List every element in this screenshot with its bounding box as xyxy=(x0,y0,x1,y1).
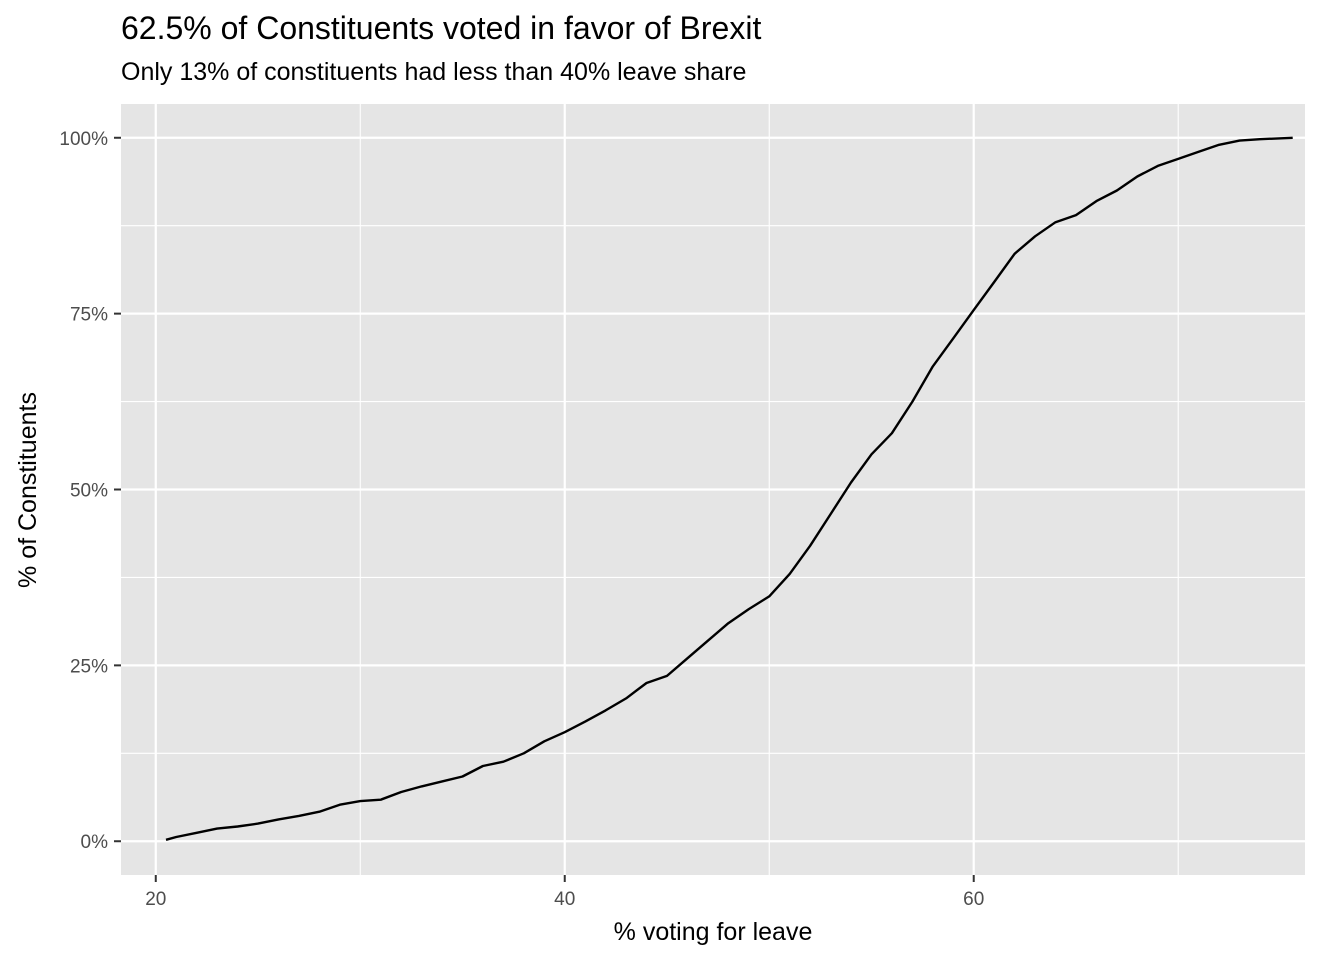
y-axis: 0% 25% 50% 75% 100% xyxy=(59,129,121,853)
ecdf-line xyxy=(165,136,1293,841)
x-tick-label: 40 xyxy=(554,889,575,910)
y-tick-label: 100% xyxy=(59,129,108,150)
x-tick-label: 20 xyxy=(145,889,166,910)
y-tick-label: 25% xyxy=(70,656,108,677)
x-axis-title: % voting for leave xyxy=(614,918,813,946)
y-tick-label: 0% xyxy=(81,832,109,853)
y-axis-title: % of Constituents xyxy=(14,392,42,588)
y-tick-label: 50% xyxy=(70,481,108,502)
major-gridlines xyxy=(121,104,1305,875)
minor-gridlines xyxy=(121,104,1305,875)
x-tick-label: 60 xyxy=(963,889,984,910)
chart-title: 62.5% of Constituents voted in favor of … xyxy=(121,10,762,46)
chart-subtitle: Only 13% of constituents had less than 4… xyxy=(121,58,747,86)
y-tick-label: 75% xyxy=(70,305,108,326)
x-axis: 20 40 60 xyxy=(145,875,984,910)
